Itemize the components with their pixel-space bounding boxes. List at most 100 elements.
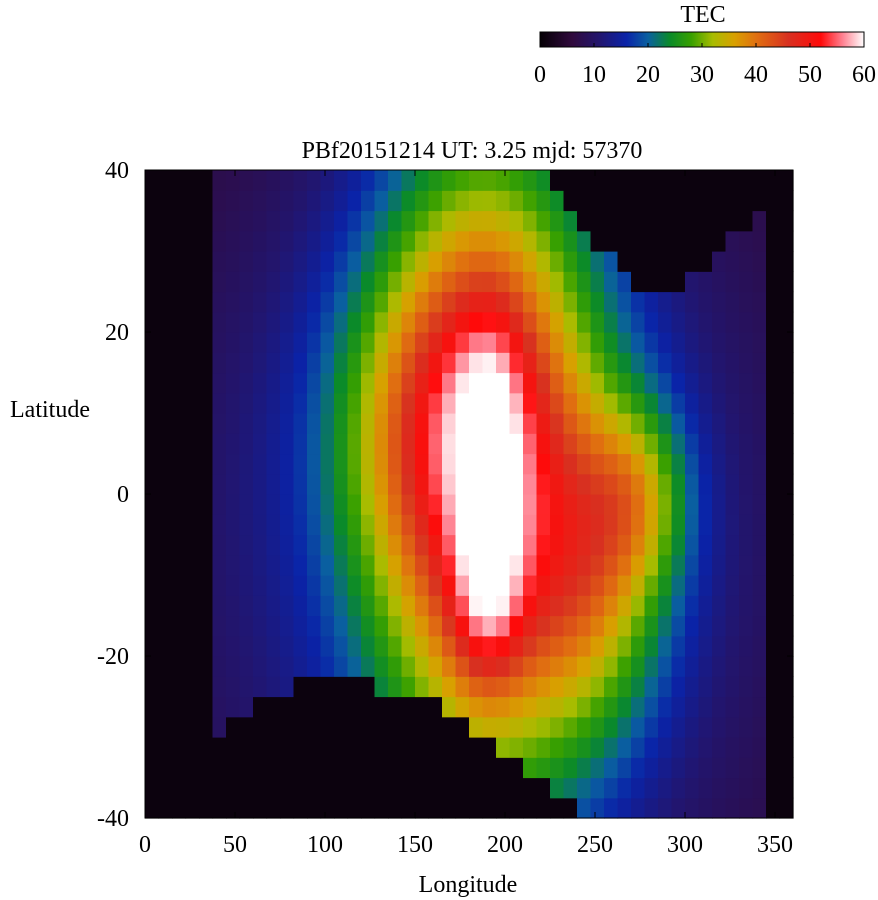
heatmap-cell (212, 453, 227, 475)
heatmap-cell (401, 190, 416, 212)
heatmap-cell (631, 210, 646, 232)
heatmap-cell (509, 797, 524, 819)
heatmap-cell (469, 251, 484, 272)
heatmap-cell (509, 656, 524, 677)
heatmap-cell (644, 716, 659, 738)
heatmap-cell (752, 190, 767, 212)
heatmap-cell (253, 413, 268, 434)
heatmap-cell (766, 413, 781, 434)
heatmap-cell (496, 372, 511, 394)
heatmap-cell (590, 453, 605, 475)
heatmap-cell (361, 473, 376, 495)
heatmap-cell (293, 514, 308, 536)
heatmap-cell (320, 372, 335, 394)
heatmap-cell (158, 757, 173, 779)
heatmap-cell (658, 352, 673, 374)
heatmap-cell (523, 291, 538, 313)
heatmap-cell (428, 230, 443, 252)
heatmap-cell (739, 595, 754, 617)
heatmap-cell (671, 392, 686, 414)
heatmap-cell (361, 413, 376, 434)
heatmap-cell (455, 251, 470, 272)
heatmap-cell (712, 372, 727, 394)
heatmap-cell (523, 311, 538, 333)
heatmap-cell (266, 433, 281, 455)
heatmap-cell (374, 716, 389, 738)
heatmap-cell (361, 352, 376, 374)
heatmap-cell (550, 777, 565, 799)
heatmap-cell (428, 413, 443, 434)
heatmap-cell (401, 696, 416, 718)
heatmap-cell (239, 271, 254, 293)
heatmap-cell (739, 757, 754, 779)
heatmap-cell (550, 372, 565, 394)
heatmap-cell (671, 514, 686, 536)
heatmap-cell (185, 392, 200, 414)
heatmap-cell (158, 696, 173, 718)
heatmap-cell (280, 777, 295, 799)
heatmap-cell (145, 514, 160, 536)
heatmap-cell (779, 352, 794, 374)
heatmap-cell (347, 433, 362, 455)
heatmap-cell (415, 554, 430, 576)
heatmap-cell (725, 696, 740, 718)
heatmap-cell (172, 554, 187, 576)
heatmap-cell (158, 413, 173, 434)
heatmap-cell (199, 696, 214, 718)
heatmap-cell (199, 170, 214, 191)
heatmap-cell (617, 615, 632, 637)
heatmap-cell (320, 392, 335, 414)
heatmap-cell (374, 757, 389, 779)
heatmap-cell (550, 271, 565, 293)
heatmap-cell (334, 453, 349, 475)
heatmap-cell (361, 534, 376, 556)
heatmap-cell (550, 757, 565, 779)
heatmap-cell (415, 615, 430, 637)
heatmap-cell (496, 676, 511, 698)
heatmap-cell (725, 230, 740, 252)
heatmap-cell (334, 615, 349, 637)
heatmap-cell (644, 392, 659, 414)
heatmap-cell (415, 352, 430, 374)
heatmap-cell (523, 413, 538, 434)
heatmap-cell (698, 757, 713, 779)
heatmap-cell (334, 635, 349, 657)
heatmap-cell (752, 453, 767, 475)
heatmap-cell (752, 514, 767, 536)
heatmap-cell (590, 797, 605, 819)
heatmap-cell (280, 615, 295, 637)
heatmap-cell (644, 615, 659, 637)
heatmap-cell (199, 757, 214, 779)
heatmap-cell (644, 291, 659, 313)
heatmap-cell (779, 757, 794, 779)
heatmap-cell (388, 696, 403, 718)
heatmap-cell (307, 453, 322, 475)
heatmap-cell (604, 615, 619, 637)
heatmap-cell (266, 392, 281, 414)
heatmap-cell (172, 190, 187, 212)
heatmap-cell (631, 696, 646, 718)
heatmap-cell (226, 676, 241, 698)
heatmap-cell (401, 595, 416, 617)
heatmap-cell (401, 473, 416, 495)
heatmap-cell (226, 757, 241, 779)
heatmap-cell (374, 332, 389, 353)
heatmap-cell (374, 575, 389, 596)
heatmap-cell (226, 352, 241, 374)
heatmap-cell (698, 615, 713, 637)
heatmap-cell (374, 291, 389, 313)
heatmap-cell (401, 737, 416, 758)
heatmap-cell (536, 210, 551, 232)
heatmap-cell (712, 473, 727, 495)
heatmap-cell (172, 433, 187, 455)
heatmap-cell (347, 210, 362, 232)
heatmap-cell (307, 291, 322, 313)
heatmap-cell (185, 514, 200, 536)
x-axis-label: Longitude (419, 872, 518, 898)
heatmap-cell (685, 170, 700, 191)
heatmap-cell (685, 453, 700, 475)
heatmap-cell (388, 291, 403, 313)
heatmap-cell (550, 251, 565, 272)
heatmap-cell (293, 413, 308, 434)
heatmap-cell (158, 554, 173, 576)
